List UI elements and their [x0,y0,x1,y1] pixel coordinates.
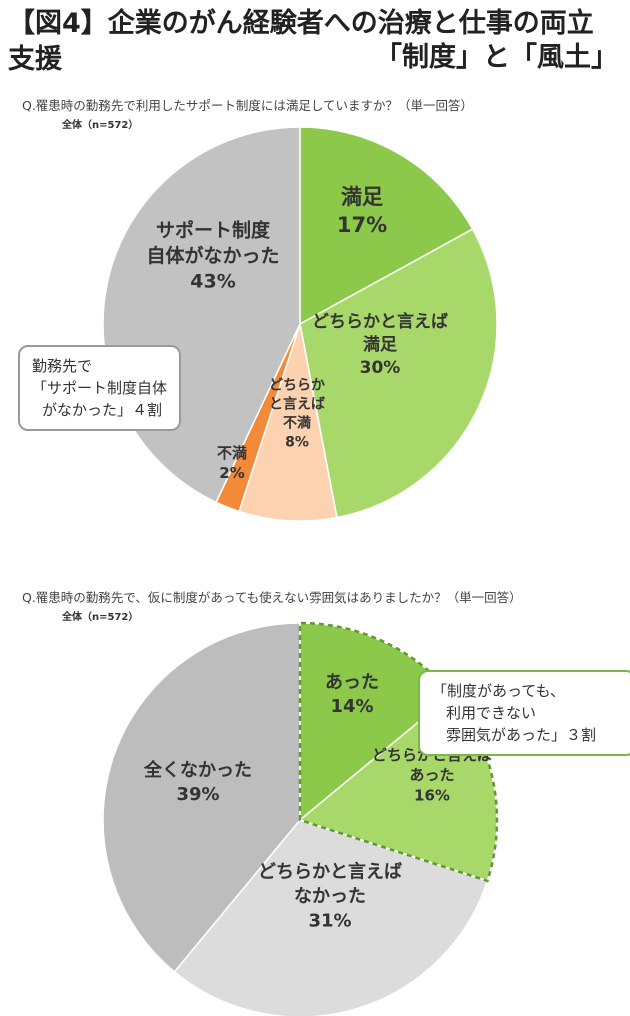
chart1-slice-label-5: サポート制度自体がなかった 43% [146,218,279,292]
chart1-callout: 勤務先で 「サポート制度自体 がなかった」４割 [18,345,182,431]
chart1-sample-size: 全体（n=572） [62,120,139,131]
slice-value-label: 31% [308,910,351,931]
slice-name-label: あった [325,672,379,693]
slice-name-label: 不満 [283,414,311,431]
chart2-sample-size: 全体（n=572） [62,612,139,623]
slice-value-label: 16% [414,786,450,804]
chart1-slice-label-1: 満足 17% [337,185,387,237]
slice-name-label: 満足 [341,185,383,209]
chart1-slice-label-3: どちらかと言えば不満 8% [269,378,325,451]
slice-name-label: なかった [294,886,366,907]
slice-name-label: と言えば [269,396,325,413]
chart1-slice-label-4: 不満 2% [217,444,247,482]
chart2-callout-line: 「制度があっても、 [432,682,566,700]
chart1-slice-label-2: どちらかと言えば満足 30% [312,311,448,378]
chart2-question: Q.罹患時の勤務先で、仮に制度があっても使えない雰囲気はありましたか？（単一回答… [22,590,522,605]
slice-name-label: 不満 [217,444,247,462]
slice-name-label: どちらかと言えば [258,861,402,883]
chart2-callout: 「制度があっても、 利用できない 雰囲気があった」３割 [418,670,630,756]
chart2-slice-label-4: 全くなかった 39% [143,759,252,805]
chart1-callout-line: がなかった」４割 [42,401,163,419]
slice-name-label: どちらかと言えば [312,311,448,332]
slice-name-label: あった [409,766,454,784]
slice-name-label: どちらか [269,378,325,394]
chart2-callout-line: 雰囲気があった」３割 [446,726,597,744]
chart1-callout-line: 勤務先で [32,357,93,375]
chart2-slice-label-1: あった 14% [325,672,379,717]
slice-value-label: 30% [360,358,401,378]
slice-name-label: サポート制度 [156,218,271,241]
slice-value-label: 43% [190,271,235,293]
chart1-slice-1 [299,126,474,326]
chart1-question: Q.罹患時の勤務先で利用したサポート制度には満足していますか？（単一回答） [22,98,473,113]
slice-value-label: 39% [176,784,219,805]
slice-value-label: 17% [337,213,387,237]
chart2-slice-label-3: どちらかと言えばなかった 31% [258,861,402,932]
slice-name-label: 自体がなかった [146,244,279,267]
slice-value-label: 8% [285,434,309,450]
chart2-slice-3 [173,819,489,1016]
chart1-slice-2 [299,228,498,519]
page-title-line1: 【図4】企業のがん経験者への治療と仕事の両立支援 [8,8,594,75]
slice-name-label: 全くなかった [143,759,252,781]
chart2-slice-4 [102,622,301,973]
chart1-callout-line: 「サポート制度自体 [32,379,168,397]
chart1-slice-3 [238,323,338,522]
slice-value-label: 14% [330,696,373,717]
page-title-line2: 「制度」と「風土」 [375,42,618,73]
chart2-callout-line: 利用できない [446,704,537,722]
slice-value-label: 2% [219,464,244,482]
slice-name-label: 満足 [363,334,397,355]
